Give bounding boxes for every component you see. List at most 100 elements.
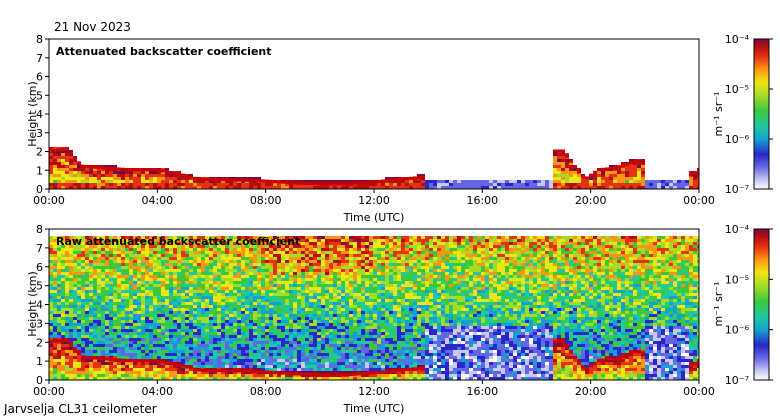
heatmap-cell [149, 329, 153, 332]
heatmap-cell [477, 180, 481, 183]
heatmap-cell [145, 254, 149, 257]
heatmap-cell [81, 174, 85, 177]
heatmap-cell [301, 332, 305, 335]
heatmap-cell [229, 269, 233, 272]
heatmap-cell [345, 236, 349, 239]
heatmap-cell [185, 177, 189, 180]
heatmap-cell [193, 350, 197, 353]
heatmap-cell [253, 254, 257, 257]
heatmap-cell [281, 278, 285, 281]
heatmap-cell [121, 242, 125, 245]
heatmap-cell [301, 368, 305, 371]
heatmap-cell [257, 350, 261, 353]
heatmap-cell [85, 362, 89, 365]
cloud-base-mark [397, 177, 401, 181]
heatmap-cell [557, 177, 561, 180]
heatmap-cell [49, 296, 53, 299]
cloud-base-mark [277, 180, 281, 184]
heatmap-cell [201, 353, 205, 356]
heatmap-cell [217, 287, 221, 290]
heatmap-cell [221, 293, 225, 296]
heatmap-cell [209, 266, 213, 269]
heatmap-cell [341, 278, 345, 281]
heatmap-cell [201, 254, 205, 257]
heatmap-cell [349, 242, 353, 245]
heatmap-cell [269, 281, 273, 284]
heatmap-cell [209, 269, 213, 272]
heatmap-cell [557, 186, 561, 189]
heatmap-cell [121, 248, 125, 251]
heatmap-cell [169, 174, 173, 177]
heatmap-cell [181, 341, 185, 344]
heatmap-cell [313, 242, 317, 245]
heatmap-cell [205, 272, 209, 275]
heatmap-cell [129, 341, 133, 344]
heatmap-cell [89, 186, 93, 189]
heatmap-cell [289, 183, 293, 186]
heatmap-cell [201, 347, 205, 350]
heatmap-cell [337, 338, 341, 341]
heatmap-cell [249, 281, 253, 284]
heatmap-cell [301, 236, 305, 239]
heatmap-cell [221, 356, 225, 359]
heatmap-cell [85, 251, 89, 254]
heatmap-cell [537, 183, 541, 186]
heatmap-cell [177, 302, 181, 305]
heatmap-cell [229, 317, 233, 320]
heatmap-cell [233, 287, 237, 290]
heatmap-cell [321, 186, 325, 189]
heatmap-cell [213, 269, 217, 272]
heatmap-cell [297, 275, 301, 278]
heatmap-cell [193, 272, 197, 275]
heatmap-cell [229, 329, 233, 332]
heatmap-cell [85, 281, 89, 284]
cloud-base-mark [77, 161, 81, 165]
heatmap-cell [85, 317, 89, 320]
heatmap-cell [93, 168, 97, 171]
heatmap-cell [325, 365, 329, 368]
cloud-base-mark [289, 181, 293, 185]
heatmap-cell [597, 180, 601, 183]
heatmap-cell [141, 365, 145, 368]
heatmap-cell [357, 377, 361, 380]
heatmap-cell [325, 278, 329, 281]
heatmap-cell [185, 371, 189, 374]
heatmap-cell [149, 365, 153, 368]
heatmap-cell [241, 311, 245, 314]
heatmap-cell [661, 180, 665, 183]
heatmap-cell [121, 302, 125, 305]
heatmap-cell [141, 293, 145, 296]
heatmap-cell [313, 329, 317, 332]
heatmap-cell [333, 281, 337, 284]
heatmap-cell [117, 350, 121, 353]
heatmap-cell [205, 281, 209, 284]
heatmap-cell [245, 275, 249, 278]
heatmap-cell [161, 180, 165, 183]
heatmap-cell [257, 356, 261, 359]
heatmap-cell [253, 368, 257, 371]
heatmap-cell [221, 344, 225, 347]
heatmap-cell [301, 320, 305, 323]
heatmap-cell [525, 180, 529, 183]
heatmap-cell [357, 362, 361, 365]
heatmap-cell [161, 374, 165, 377]
heatmap-cell [609, 171, 613, 174]
heatmap-cell [133, 242, 137, 245]
heatmap-cell [369, 329, 373, 332]
cloud-base-mark [109, 357, 113, 361]
heatmap-cell [149, 377, 153, 380]
heatmap-cell [149, 320, 153, 323]
heatmap-cell [73, 248, 77, 251]
heatmap-cell [597, 177, 601, 180]
heatmap-cell [289, 242, 293, 245]
heatmap-cell [205, 251, 209, 254]
heatmap-cell [133, 281, 137, 284]
heatmap-cell [125, 317, 129, 320]
heatmap-cell [129, 287, 133, 290]
heatmap-cell [93, 368, 97, 371]
heatmap-cell [93, 350, 97, 353]
heatmap-cell [209, 353, 213, 356]
heatmap-cell [53, 365, 57, 368]
heatmap-cell [241, 257, 245, 260]
heatmap-cell [341, 320, 345, 323]
